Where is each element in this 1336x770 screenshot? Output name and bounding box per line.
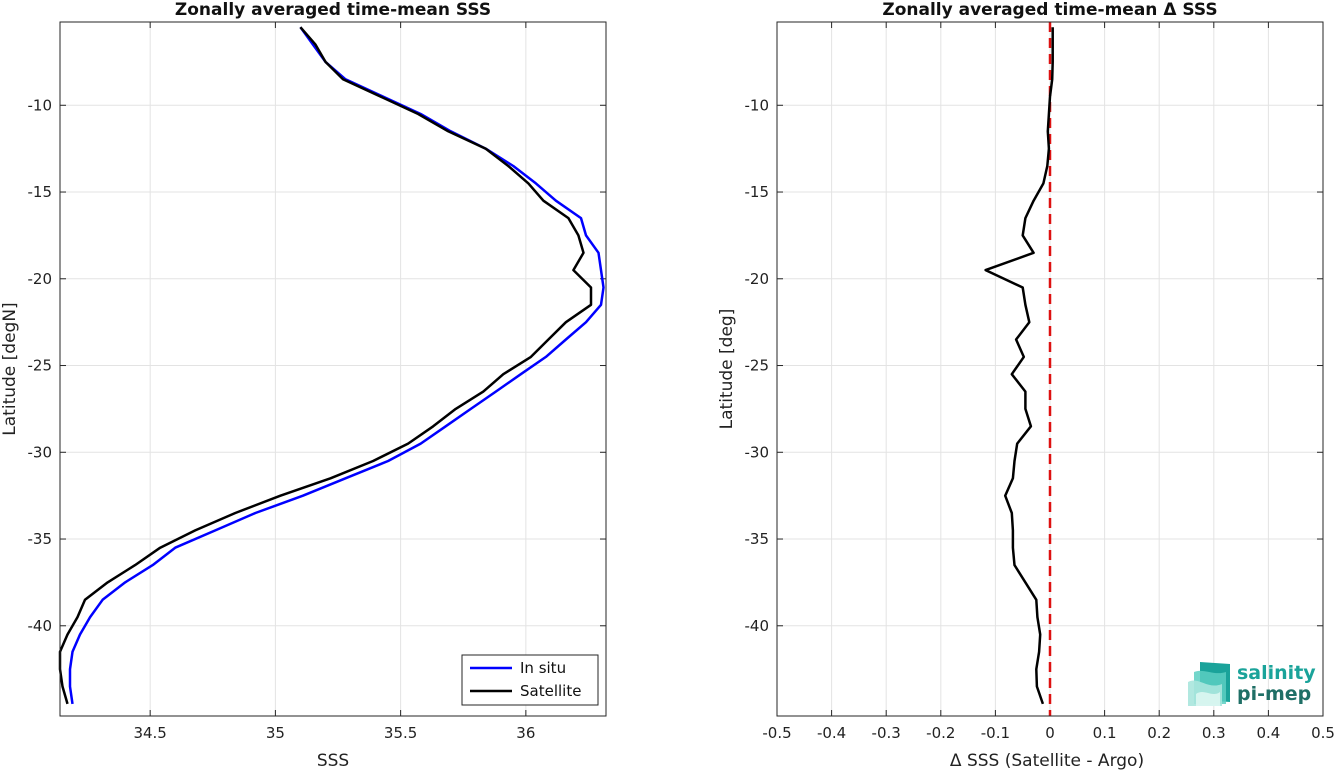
logo-wave-icon xyxy=(1188,662,1230,706)
left-gridlines xyxy=(60,22,606,716)
left-tick-labels: 34.5 35 35.5 36 -40 -35 -30 -25 -20 -15 -10 xyxy=(28,22,606,742)
right-y-axis-label: Latitude [deg] xyxy=(717,309,737,430)
right-series-line-delta-sss xyxy=(984,27,1054,705)
left-y-tick-label: -40 xyxy=(28,617,53,635)
right-y-tick-label: -10 xyxy=(745,96,770,114)
right-panel: -0.5 -0.4 -0.3 -0.2 -0.1 0 0.1 0.2 0.3 0.4 0.5 -40 -… xyxy=(717,0,1335,770)
logo-text-line1: salinity xyxy=(1237,662,1316,684)
right-x-tick-label: -0.5 xyxy=(762,724,791,742)
left-y-tick-label: -35 xyxy=(28,530,53,548)
left-x-tick-label: 35.5 xyxy=(384,724,417,742)
right-y-tick-label: -20 xyxy=(745,270,770,288)
left-y-tick-label: -20 xyxy=(28,270,53,288)
left-chart-title: Zonally averaged time-mean SSS xyxy=(175,0,491,20)
right-tick-labels: -0.5 -0.4 -0.3 -0.2 -0.1 0 0.1 0.2 0.3 0.4 0.5 -40 -… xyxy=(745,22,1335,742)
left-series xyxy=(58,26,605,705)
left-y-axis-label: Latitude [degN] xyxy=(0,302,20,435)
left-y-tick-label: -15 xyxy=(28,183,53,201)
legend-box xyxy=(461,654,599,706)
right-x-tick-label: -0.1 xyxy=(981,724,1010,742)
right-y-tick-label: -35 xyxy=(745,530,770,548)
right-y-tick-label: -30 xyxy=(745,443,770,461)
left-x-tick-label: 35 xyxy=(266,724,285,742)
right-series xyxy=(984,22,1054,716)
left-x-tick-label: 36 xyxy=(516,724,535,742)
left-axes-box xyxy=(59,21,607,717)
salinity-pi-mep-logo: salinity pi-mep xyxy=(1188,662,1316,706)
right-x-tick-label: 0 xyxy=(1045,724,1055,742)
right-y-tick-label: -15 xyxy=(745,183,770,201)
legend: In situ Satellite xyxy=(461,654,599,706)
right-chart-title: Zonally averaged time-mean Δ SSS xyxy=(882,0,1217,20)
legend-label-in-situ: In situ xyxy=(520,659,566,677)
left-panel: 34.5 35 35.5 36 -40 -35 -30 -25 -20 -15 -10 Zonall… xyxy=(0,0,607,770)
logo-text-line2: pi-mep xyxy=(1237,683,1311,705)
right-y-tick-label: -40 xyxy=(745,617,770,635)
right-x-tick-label: 0.5 xyxy=(1311,724,1335,742)
right-x-tick-label: 0.1 xyxy=(1093,724,1117,742)
right-x-tick-label: -0.3 xyxy=(872,724,901,742)
left-plot-area xyxy=(60,22,606,716)
left-series-line-satellite xyxy=(58,26,593,705)
left-y-tick-label: -10 xyxy=(28,96,53,114)
right-axes-box xyxy=(776,21,1324,717)
left-y-tick-label: -30 xyxy=(28,443,53,461)
right-y-tick-label: -25 xyxy=(745,357,770,375)
right-x-tick-label: 0.3 xyxy=(1202,724,1226,742)
right-x-tick-label: 0.2 xyxy=(1147,724,1171,742)
right-x-tick-label: -0.4 xyxy=(817,724,846,742)
right-x-tick-label: -0.2 xyxy=(926,724,955,742)
right-x-axis-label: Δ SSS (Satellite - Argo) xyxy=(950,751,1144,770)
left-y-tick-label: -25 xyxy=(28,357,53,375)
left-x-tick-label: 34.5 xyxy=(133,724,166,742)
left-x-axis-label: SSS xyxy=(317,751,349,770)
right-x-tick-label: 0.4 xyxy=(1256,724,1280,742)
legend-label-satellite: Satellite xyxy=(520,682,581,700)
